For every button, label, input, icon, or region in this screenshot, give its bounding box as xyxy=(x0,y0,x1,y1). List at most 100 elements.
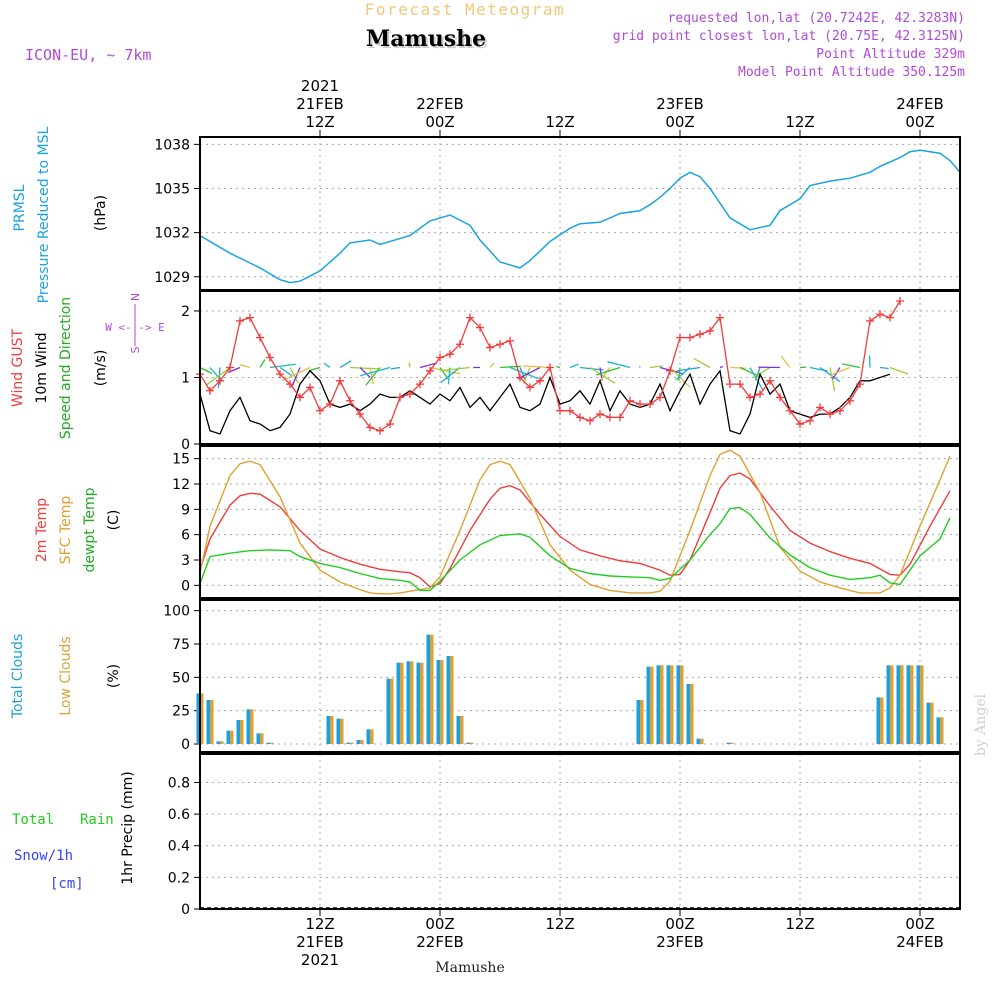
y-tick-label: 0 xyxy=(181,437,190,453)
wind-direction-arrow xyxy=(440,366,461,383)
wind-gust-marker xyxy=(346,396,354,405)
wind-direction-arrow xyxy=(522,365,551,369)
low-cloud-bar xyxy=(640,700,644,744)
wind-direction-arrow xyxy=(217,367,221,388)
total-cloud-bar xyxy=(456,716,460,744)
wind-gust-marker xyxy=(786,406,794,415)
top-time-label: 00Z xyxy=(665,113,694,131)
low-cloud-bar xyxy=(930,702,934,744)
total-cloud-bar xyxy=(236,720,240,744)
bottom-time-label: 21FEB xyxy=(296,933,343,951)
wind-direction-arrow xyxy=(239,364,251,369)
wind-gust-marker xyxy=(276,370,284,379)
wind-gust-marker xyxy=(636,400,644,409)
bottom-time-label: 00Z xyxy=(425,915,454,933)
wind-direction-arrow xyxy=(359,367,371,378)
low-cloud-bar xyxy=(680,665,684,744)
point-altitude: Point Altitude 329m xyxy=(816,47,965,62)
wind-gust-marker xyxy=(866,316,874,325)
wind-direction-arrow xyxy=(408,362,411,368)
total-cloud-bar xyxy=(646,666,650,744)
top-time-label: 21FEB xyxy=(296,95,343,113)
temp-sfc-label: SFC Temp xyxy=(58,496,74,565)
pressure-labels: PRMSL Pressure Reduced to MSL (hPa) xyxy=(12,126,109,303)
y-tick-label: 100 xyxy=(163,604,190,620)
temp-unit: (C) xyxy=(106,510,122,531)
wind-gust-marker xyxy=(666,366,674,375)
wind-direction-arrow xyxy=(678,367,681,381)
wind-gust-marker xyxy=(586,416,594,425)
wind-direction-arrow xyxy=(323,362,331,369)
bottom-time-label: 2021 xyxy=(301,951,339,969)
wind-direction-arrow xyxy=(489,362,495,368)
chart-title: Forecast Meteogram xyxy=(365,0,565,19)
wind-direction-arrow xyxy=(349,366,380,370)
wind-direction-arrow xyxy=(842,363,861,369)
y-tick-label: 0.6 xyxy=(168,807,190,823)
low-clouds-label: Low Clouds xyxy=(58,636,74,715)
wind-gust-marker xyxy=(416,380,424,389)
wind-gust-marker xyxy=(676,333,684,342)
y-tick-label: 2 xyxy=(181,304,190,320)
wind-gust-marker xyxy=(516,373,524,382)
y-tick-label: 9 xyxy=(181,502,190,518)
total-cloud-bar xyxy=(326,716,330,744)
wind-gust-marker xyxy=(506,336,514,345)
low-cloud-bar xyxy=(410,661,414,744)
wind-direction-arrow xyxy=(693,357,711,369)
y-tick-label: 1 xyxy=(181,370,190,386)
low-cloud-bar xyxy=(360,740,364,744)
wind-gust-marker xyxy=(256,333,264,342)
wind-gust-marker xyxy=(316,406,324,415)
wind-direction-arrow xyxy=(519,367,526,381)
snow-unit: [cm] xyxy=(50,876,84,892)
low-cloud-bar xyxy=(400,662,404,744)
wind-gust-marker xyxy=(266,353,274,362)
wind-direction-arrow xyxy=(279,366,292,377)
bottom-time-label: 22FEB xyxy=(416,933,463,951)
requested-coords: requested lon,lat (20.7242E, 42.3283N) xyxy=(668,11,965,26)
top-time-label: 22FEB xyxy=(416,95,463,113)
low-cloud-bar xyxy=(350,742,354,744)
total-cloud-bar xyxy=(416,662,420,744)
wind-gust-marker xyxy=(716,313,724,322)
chart-plot-area: 102910321035103801203691215025507510000.… xyxy=(154,77,961,969)
low-cloud-bar xyxy=(220,741,224,744)
wind-gust-marker xyxy=(816,403,824,412)
y-tick-label: 1035 xyxy=(154,181,190,197)
total-cloud-bar xyxy=(656,665,660,744)
low-cloud-bar xyxy=(420,662,424,744)
total-cloud-bar xyxy=(886,665,890,744)
panel-frame xyxy=(199,445,961,599)
wind-direction-arrow xyxy=(227,366,241,374)
wind-gust-marker xyxy=(236,316,244,325)
panel-frame xyxy=(199,753,961,910)
wind-gust-marker xyxy=(696,330,704,339)
location-title: Mamushe xyxy=(368,28,488,54)
wind-gust-marker xyxy=(216,376,224,385)
y-tick-label: 25 xyxy=(172,704,190,720)
low-cloud-bar xyxy=(880,697,884,744)
wind-gust-label: Wind GUST xyxy=(10,328,26,407)
grid-point-coords: grid point closest lon,lat (20.75E, 42.3… xyxy=(613,29,965,44)
wind-gust-marker xyxy=(356,410,364,419)
wind-direction-arrow xyxy=(589,366,616,384)
precip-unit: 1hr Precip (mm) xyxy=(120,771,136,884)
top-time-label: 00Z xyxy=(425,113,454,131)
pressure-unit: (hPa) xyxy=(93,195,109,231)
y-tick-label: 1038 xyxy=(154,137,190,153)
wind-gust-marker xyxy=(396,393,404,402)
low-cloud-bar xyxy=(440,660,444,744)
wind-gust-marker xyxy=(476,323,484,332)
y-tick-label: 0.4 xyxy=(168,839,190,855)
total-cloud-bar xyxy=(636,700,640,744)
wind-gust-marker xyxy=(836,406,844,415)
wind-gust-marker xyxy=(456,340,464,349)
pressure-label-long: Pressure Reduced to MSL xyxy=(36,126,52,303)
wind-gust-marker xyxy=(846,396,854,405)
wind-gust-marker xyxy=(746,393,754,402)
wind-gust-marker xyxy=(886,313,894,322)
wind-direction-arrow xyxy=(419,362,437,369)
temp-2m-line xyxy=(199,472,951,588)
wind-speed-line xyxy=(199,369,891,435)
